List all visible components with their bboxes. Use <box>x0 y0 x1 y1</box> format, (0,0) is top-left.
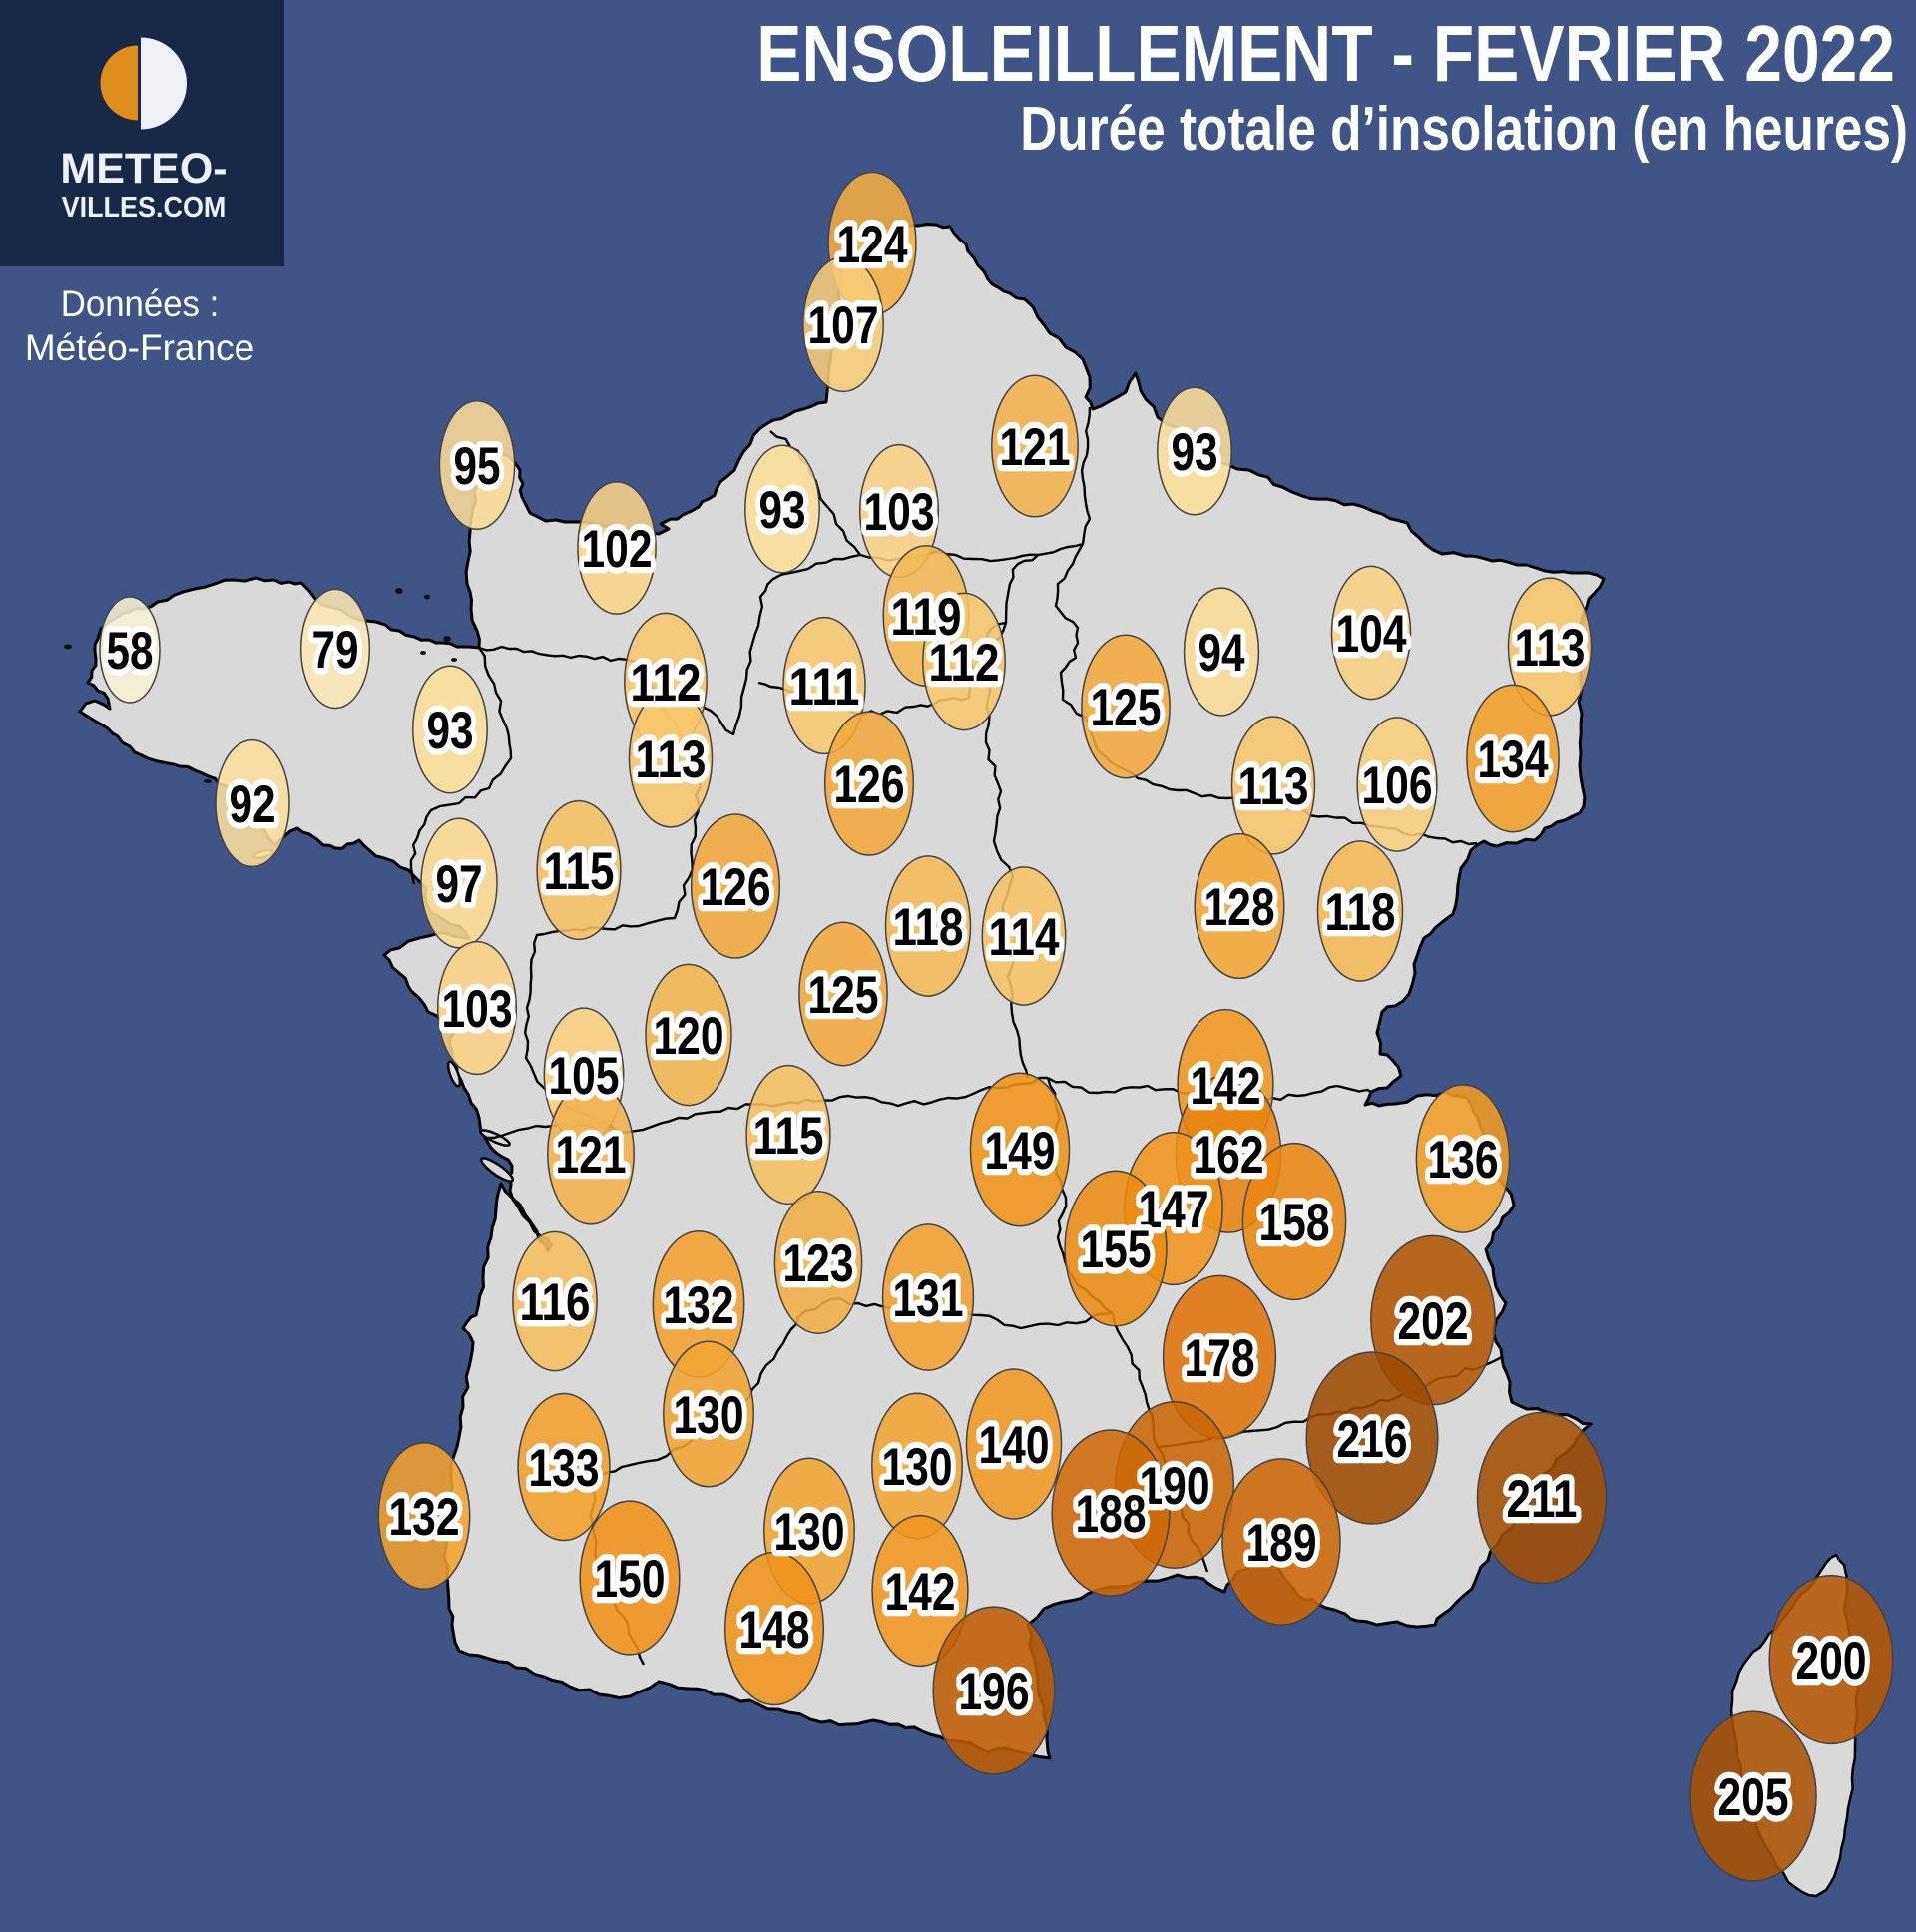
svg-text:202: 202 <box>1398 1292 1469 1351</box>
svg-text:211: 211 <box>1507 1470 1578 1529</box>
svg-text:148: 148 <box>739 1601 810 1660</box>
svg-text:134: 134 <box>1478 730 1549 789</box>
svg-text:94: 94 <box>1198 624 1245 683</box>
svg-text:115: 115 <box>753 1107 824 1166</box>
svg-text:126: 126 <box>834 755 905 814</box>
svg-text:149: 149 <box>985 1122 1056 1181</box>
svg-text:93: 93 <box>427 702 474 760</box>
svg-text:102: 102 <box>582 520 653 579</box>
svg-text:112: 112 <box>631 654 702 713</box>
svg-text:121: 121 <box>556 1126 627 1185</box>
svg-text:112: 112 <box>929 634 1000 693</box>
svg-text:178: 178 <box>1185 1329 1255 1388</box>
svg-text:114: 114 <box>989 908 1060 967</box>
svg-text:142: 142 <box>885 1563 956 1622</box>
svg-text:128: 128 <box>1204 878 1275 937</box>
svg-text:113: 113 <box>1238 757 1309 816</box>
svg-text:116: 116 <box>520 1273 591 1332</box>
svg-text:200: 200 <box>1796 1632 1867 1690</box>
svg-text:196: 196 <box>959 1663 1030 1721</box>
svg-text:93: 93 <box>759 481 806 540</box>
svg-text:107: 107 <box>808 296 879 355</box>
svg-text:VILLES.COM: VILLES.COM <box>62 191 227 223</box>
svg-text:119: 119 <box>891 588 962 647</box>
svg-text:120: 120 <box>654 1007 724 1066</box>
svg-text:103: 103 <box>864 483 935 542</box>
svg-text:Météo-France: Météo-France <box>25 327 254 368</box>
svg-text:105: 105 <box>549 1047 620 1106</box>
svg-text:118: 118 <box>893 898 964 957</box>
svg-text:140: 140 <box>979 1416 1050 1475</box>
svg-text:125: 125 <box>1091 679 1162 737</box>
svg-text:124: 124 <box>837 216 908 274</box>
svg-text:155: 155 <box>1081 1220 1152 1279</box>
svg-text:121: 121 <box>1000 418 1071 477</box>
svg-text:205: 205 <box>1718 1768 1789 1827</box>
svg-text:190: 190 <box>1140 1457 1210 1516</box>
svg-text:79: 79 <box>312 621 359 680</box>
svg-text:131: 131 <box>893 1269 964 1328</box>
svg-text:142: 142 <box>1191 1057 1261 1116</box>
svg-text:58: 58 <box>107 622 154 681</box>
svg-text:189: 189 <box>1246 1514 1317 1573</box>
svg-text:Données :: Données : <box>61 283 219 324</box>
svg-text:113: 113 <box>1515 619 1586 678</box>
svg-text:162: 162 <box>1194 1126 1264 1185</box>
svg-text:130: 130 <box>674 1386 744 1445</box>
svg-text:130: 130 <box>882 1438 953 1497</box>
svg-text:113: 113 <box>636 730 707 789</box>
svg-text:103: 103 <box>442 980 513 1039</box>
svg-text:104: 104 <box>1336 605 1407 664</box>
svg-text:130: 130 <box>774 1503 845 1562</box>
svg-text:95: 95 <box>454 437 501 496</box>
svg-text:ENSOLEILLEMENT - FEVRIER 2022: ENSOLEILLEMENT - FEVRIER 2022 <box>756 9 1895 99</box>
svg-text:Durée totale d’insolation (en: Durée totale d’insolation (en heures) <box>1020 94 1908 164</box>
svg-text:216: 216 <box>1337 1410 1408 1469</box>
svg-text:150: 150 <box>595 1550 666 1609</box>
svg-text:123: 123 <box>783 1234 854 1293</box>
svg-text:126: 126 <box>701 858 771 917</box>
svg-text:97: 97 <box>436 855 483 914</box>
svg-text:METEO-: METEO- <box>60 145 227 193</box>
svg-text:115: 115 <box>544 842 615 901</box>
svg-text:125: 125 <box>808 966 879 1025</box>
svg-text:111: 111 <box>789 658 860 717</box>
svg-text:188: 188 <box>1076 1485 1147 1544</box>
svg-text:132: 132 <box>389 1488 460 1547</box>
svg-text:93: 93 <box>1172 423 1218 482</box>
svg-text:118: 118 <box>1325 883 1396 942</box>
svg-text:132: 132 <box>664 1276 734 1335</box>
svg-text:136: 136 <box>1428 1131 1499 1190</box>
svg-text:147: 147 <box>1139 1181 1209 1239</box>
svg-text:133: 133 <box>529 1439 600 1498</box>
svg-text:158: 158 <box>1259 1194 1330 1252</box>
svg-text:106: 106 <box>1362 756 1433 815</box>
svg-text:92: 92 <box>230 775 276 834</box>
